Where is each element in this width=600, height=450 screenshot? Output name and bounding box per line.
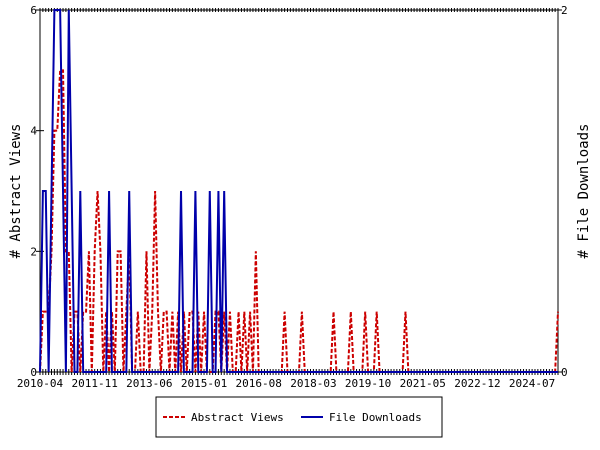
- x-tick-label: 2010-04: [17, 377, 64, 390]
- y2-tick-label: 0: [561, 366, 568, 379]
- x-tick-label: 2013-06: [126, 377, 172, 390]
- series-line: [39, 69, 559, 373]
- y2-tick-label: 2: [561, 4, 568, 17]
- legend-label: Abstract Views: [191, 411, 284, 424]
- y2-axis-title: # File Downloads: [576, 124, 592, 259]
- x-tick-label: 2021-05: [400, 377, 446, 390]
- x-tick-label: 2022-12: [454, 377, 500, 390]
- series-line: [39, 9, 558, 373]
- y-tick-label: 4: [30, 125, 37, 138]
- x-tick-label: 2019-10: [345, 377, 391, 390]
- x-tick-label: 2018-03: [290, 377, 336, 390]
- x-tick-label: 2015-01: [181, 377, 227, 390]
- legend-label: File Downloads: [329, 411, 422, 424]
- x-tick-label: 2011-11: [71, 377, 117, 390]
- x-tick-label: 2016-08: [236, 377, 282, 390]
- x-tick-label: 2024-07: [509, 377, 555, 390]
- legend: [155, 396, 443, 438]
- y-tick-label: 6: [30, 4, 37, 17]
- y-tick-label: 0: [30, 366, 37, 379]
- plot-frame: [39, 9, 559, 373]
- y-axis-title: # Abstract Views: [8, 124, 24, 259]
- y-tick-label: 2: [30, 245, 37, 258]
